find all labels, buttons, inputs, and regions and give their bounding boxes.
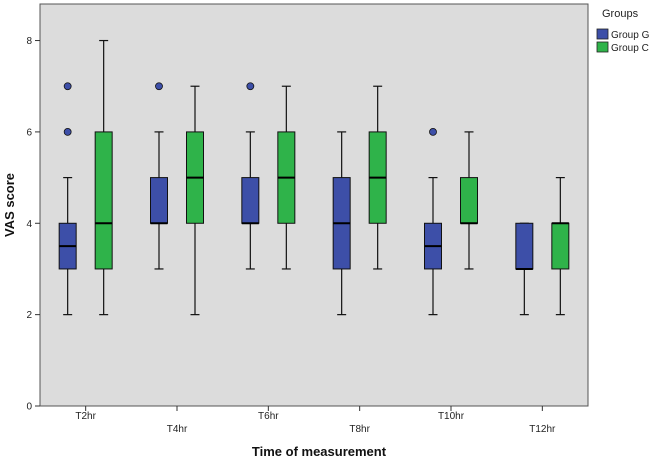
outlier-point-group-g [155, 82, 163, 91]
box-group-c [460, 177, 478, 224]
box-group-c [94, 131, 113, 270]
x-tick-label: T6hr [258, 411, 279, 422]
y-tick-label: 2 [26, 310, 32, 321]
legend-swatch-group-g [596, 28, 609, 40]
box-group-g [515, 222, 534, 270]
box-series [58, 39, 570, 316]
x-tick-label: T8hr [349, 424, 370, 435]
y-tick-label: 4 [26, 219, 32, 230]
x-tick-label: T2hr [75, 411, 96, 422]
x-axis-title: Time of measurement [252, 444, 387, 457]
legend-title: Groups [602, 8, 639, 20]
x-tick-label: T4hr [167, 424, 188, 435]
x-tick-label: T12hr [529, 424, 556, 435]
y-axis: 0 2 4 6 8 [26, 36, 40, 413]
outlier-point-group-g [246, 82, 255, 91]
box-group-g [150, 177, 168, 224]
y-tick-label: 8 [26, 36, 32, 47]
box-group-c [551, 222, 570, 270]
plot-area-background [39, 3, 589, 407]
legend-label-group-c: Group C [611, 43, 649, 54]
outlier-point-group-g [63, 82, 72, 91]
x-axis: T2hr T4hr T6hr T8hr T10hr T12hr [75, 406, 556, 435]
y-axis-title: VAS score [2, 173, 17, 237]
legend-swatch-group-c [596, 41, 609, 53]
x-tick-label: T10hr [438, 411, 465, 422]
legend-label-group-g: Group G [611, 30, 650, 41]
outlier-point-group-g [429, 128, 437, 136]
legend: Groups Group G Group C [596, 8, 650, 54]
box-group-g [241, 177, 260, 224]
outlier-point-group-g [63, 128, 72, 136]
y-tick-label: 6 [26, 127, 32, 138]
y-tick-label: 0 [26, 402, 32, 413]
